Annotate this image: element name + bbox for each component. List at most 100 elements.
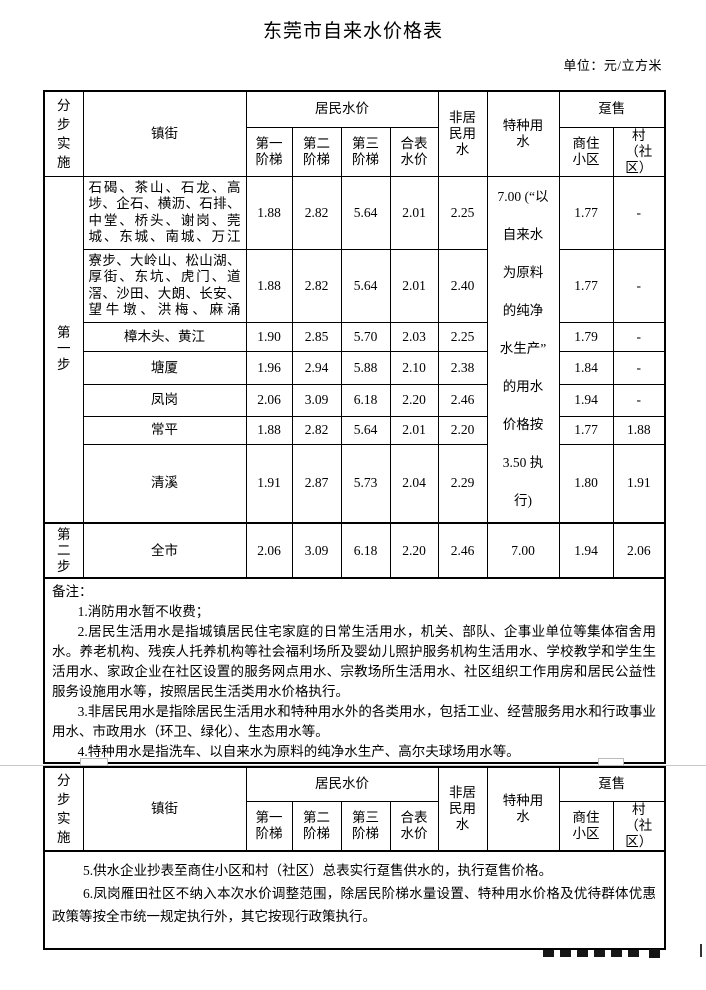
tier2-cell: 2.87 bbox=[291, 443, 342, 524]
header-combined-meter: 合表 水价 bbox=[389, 126, 439, 177]
tier2-cell: 3.09 bbox=[291, 522, 342, 579]
combined-cell: 2.20 bbox=[389, 383, 439, 417]
combined-cell: 2.01 bbox=[389, 175, 439, 250]
town-cell: 常平 bbox=[82, 415, 247, 445]
tier1-cell: 2.06 bbox=[245, 383, 293, 417]
village-cell: - bbox=[612, 383, 666, 417]
town-cell: 全市 bbox=[82, 522, 247, 579]
village-cell: - bbox=[612, 321, 666, 352]
header-commercial-community: 商住 小区 bbox=[558, 126, 614, 177]
step2-label: 第 二 步 bbox=[43, 522, 84, 579]
tier1-cell: 2.06 bbox=[245, 522, 293, 579]
header-row-2: 第一 阶梯 第二 阶梯 第三 阶梯 合表 水价 商住 小区 村 （社 区） bbox=[44, 800, 666, 851]
tier1-cell: 1.88 bbox=[245, 175, 293, 250]
header-row-1: 分 步 实 施 镇街 居民水价 非居 民用 水 特种用 水 趸售 bbox=[43, 766, 666, 851]
commercial-cell: 1.77 bbox=[558, 248, 614, 323]
water-price-table: 分 步 实 施 镇街 居民水价 非居 民用 水 特种用 水 趸售 第一 阶梯 第… bbox=[43, 90, 666, 764]
step1-label: 第 一 步 bbox=[43, 175, 84, 524]
commercial-cell: 1.94 bbox=[558, 383, 614, 417]
tier3-cell: 5.64 bbox=[340, 248, 391, 323]
header-town: 镇街 bbox=[82, 766, 247, 851]
tier1-cell: 1.88 bbox=[245, 248, 293, 323]
tier2-cell: 2.82 bbox=[291, 415, 342, 445]
commercial-cell: 1.80 bbox=[558, 443, 614, 524]
header-commercial-community: 商住 小区 bbox=[558, 800, 614, 851]
town-cell: 石碣、茶山、石龙、高埗、企石、横沥、石排、中堂、桥头、谢岗、莞城、东城、南城、万… bbox=[82, 175, 247, 250]
table-row: 凤岗 2.06 3.09 6.18 2.20 2.46 1.94 - bbox=[44, 383, 666, 417]
header-resident-price-group: 居民水价 bbox=[245, 766, 439, 802]
commercial-cell: 1.94 bbox=[558, 522, 614, 579]
tier2-cell: 2.82 bbox=[291, 175, 342, 250]
town-cell: 樟木头、黄江 bbox=[82, 321, 247, 352]
village-cell: 2.06 bbox=[612, 522, 666, 579]
header-tier2: 第二 阶梯 bbox=[291, 126, 342, 177]
note-item: 3.非居民用水是指除居民生活用水和特种用水外的各类用水，包括工业、经营服务用水和… bbox=[52, 704, 656, 739]
village-cell: 1.91 bbox=[612, 443, 666, 524]
table-row: 第 一 步 石碣、茶山、石龙、高埗、企石、横沥、石排、中堂、桥头、谢岗、莞城、东… bbox=[43, 175, 666, 524]
notes-section: 备注： 1.消防用水暂不收费； 2.居民生活用水是指城镇居民住宅家庭的日常生活用… bbox=[43, 577, 666, 764]
header-step: 分 步 实 施 bbox=[43, 766, 84, 851]
combined-cell: 2.03 bbox=[389, 321, 439, 352]
non-resident-cell: 2.20 bbox=[437, 415, 488, 445]
notes-row: 5.供水企业抄表至商住小区和村（社区）总表实行趸售供水的，执行趸售价格。 6.凤… bbox=[43, 849, 666, 949]
commercial-cell: 1.84 bbox=[558, 350, 614, 385]
header-special-use: 特种用 水 bbox=[486, 90, 560, 177]
town-cell: 清溪 bbox=[82, 443, 247, 524]
tier2-cell: 2.85 bbox=[291, 321, 342, 352]
header-row-2: 第一 阶梯 第二 阶梯 第三 阶梯 合表 水价 商住 小区 村 （社 区） bbox=[44, 126, 666, 177]
notes-label: 备注： bbox=[52, 584, 93, 599]
town-cell: 塘厦 bbox=[82, 350, 247, 385]
town-cell: 寮步、大岭山、松山湖、厚街、东坑、虎门、道滘、沙田、大朗、长安、望牛墩、洪梅、麻… bbox=[82, 248, 247, 323]
page-break-mark bbox=[80, 758, 108, 766]
header-non-resident: 非居 民用 水 bbox=[437, 90, 488, 177]
note-item: 2.居民生活用水是指城镇居民住宅家庭的日常生活用水，机关、部队、企事业单位等集体… bbox=[52, 624, 656, 699]
note-item: 5.供水企业抄表至商住小区和村（社区）总表实行趸售供水的，执行趸售价格。 bbox=[83, 862, 553, 878]
tier3-cell: 5.73 bbox=[340, 443, 391, 524]
non-resident-cell: 2.25 bbox=[437, 321, 488, 352]
page-break-mark bbox=[598, 758, 624, 766]
non-resident-cell: 2.29 bbox=[437, 443, 488, 524]
non-resident-cell: 2.46 bbox=[437, 522, 488, 579]
water-price-table-continued: 分 步 实 施 镇街 居民水价 非居 民用 水 特种用 水 趸售 第一 阶梯 第… bbox=[43, 766, 666, 950]
commercial-cell: 1.77 bbox=[558, 415, 614, 445]
commercial-cell: 1.77 bbox=[558, 175, 614, 250]
note-item: 1.消防用水暂不收费； bbox=[77, 604, 210, 619]
table-row: 第 二 步 全市 2.06 3.09 6.18 2.20 2.46 7.00 1… bbox=[43, 522, 666, 579]
tier3-cell: 5.64 bbox=[340, 415, 391, 445]
header-tier1: 第一 阶梯 bbox=[245, 126, 293, 177]
combined-cell: 2.01 bbox=[389, 248, 439, 323]
header-special-use: 特种用 水 bbox=[486, 766, 560, 851]
table-row: 清溪 1.91 2.87 5.73 2.04 2.29 1.80 1.91 bbox=[44, 443, 666, 524]
table-row: 樟木头、黄江 1.90 2.85 5.70 2.03 2.25 1.79 - bbox=[44, 321, 666, 352]
tier3-cell: 5.88 bbox=[340, 350, 391, 385]
header-tier3: 第三 阶梯 bbox=[340, 126, 391, 177]
non-resident-cell: 2.46 bbox=[437, 383, 488, 417]
header-resident-price-group: 居民水价 bbox=[245, 90, 439, 128]
table-row: 塘厦 1.96 2.94 5.88 2.10 2.38 1.84 - bbox=[44, 350, 666, 385]
non-resident-cell: 2.25 bbox=[437, 175, 488, 250]
note-item: 6.凤岗雁田社区不纳入本次水价调整范围，除居民阶梯水量设置、特种用水价格及优待群… bbox=[52, 885, 656, 924]
tier2-cell: 3.09 bbox=[291, 383, 342, 417]
town-cell: 凤岗 bbox=[82, 383, 247, 417]
header-step: 分 步 实 施 bbox=[43, 90, 84, 177]
tier3-cell: 6.18 bbox=[340, 383, 391, 417]
village-cell: 1.88 bbox=[612, 415, 666, 445]
village-cell: - bbox=[612, 248, 666, 323]
combined-cell: 2.04 bbox=[389, 443, 439, 524]
special-use-cell: 7.00 (“以 自来水 为原料 的纯净 水生产” 的用水 价格按 3.50 执… bbox=[486, 175, 560, 524]
tier2-cell: 2.82 bbox=[291, 248, 342, 323]
tier3-cell: 5.64 bbox=[340, 175, 391, 250]
header-row-1: 分 步 实 施 镇街 居民水价 非居 民用 水 特种用 水 趸售 bbox=[43, 90, 666, 177]
page-title: 东莞市自来水价格表 bbox=[262, 21, 443, 42]
header-village-community: 村 （社 区） bbox=[612, 800, 666, 851]
tier3-cell: 6.18 bbox=[340, 522, 391, 579]
notes-section-continued: 5.供水企业抄表至商住小区和村（社区）总表实行趸售供水的，执行趸售价格。 6.凤… bbox=[43, 849, 666, 949]
tier2-cell: 2.94 bbox=[291, 350, 342, 385]
notes-row: 备注： 1.消防用水暂不收费； 2.居民生活用水是指城镇居民住宅家庭的日常生活用… bbox=[43, 577, 666, 764]
tier1-cell: 1.96 bbox=[245, 350, 293, 385]
header-town: 镇街 bbox=[82, 90, 247, 177]
header-non-resident: 非居 民用 水 bbox=[437, 766, 488, 851]
header-village-community: 村 （社 区） bbox=[612, 126, 666, 177]
print-artifact bbox=[543, 950, 645, 957]
